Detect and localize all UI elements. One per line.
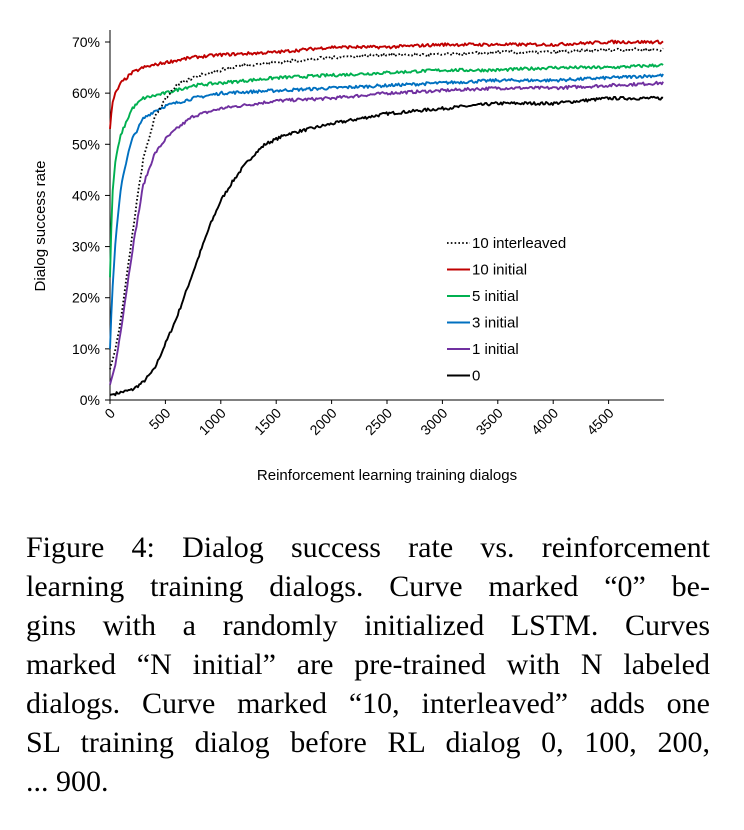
figure-caption: Figure 4: Dialog success rate vs. reinfo… xyxy=(26,528,710,801)
caption-line-2: learning training dialogs. Curve marked … xyxy=(26,570,710,603)
x-axis-label: Reinforcement learning training dialogs xyxy=(257,467,517,484)
y-tick-label: 0% xyxy=(80,392,100,408)
y-tick-label: 70% xyxy=(72,34,100,50)
x-tick-label: 4500 xyxy=(583,405,616,438)
legend-label: 10 initial xyxy=(472,262,527,279)
legend-label: 1 initial xyxy=(472,341,519,358)
series-line-2 xyxy=(109,39,664,129)
x-tick-label: 4000 xyxy=(528,405,561,438)
caption-line-3: gins with a randomly initialized LSTM. C… xyxy=(26,609,710,642)
series-line-1 xyxy=(109,47,664,370)
legend-label: 5 initial xyxy=(472,288,519,305)
series-layer xyxy=(109,39,664,397)
y-tick-label: 50% xyxy=(72,136,100,152)
caption-line-5: dialogs. Curve marked “10, interleaved” … xyxy=(26,687,710,720)
x-tick-label: 2500 xyxy=(362,405,395,438)
line-chart-figure: 0% 10% 20% 30% 40% 50% 60% 70% 0 500 1000 1500 2000 2… xyxy=(32,30,664,484)
y-tick-label: 10% xyxy=(72,341,100,357)
series-line-5 xyxy=(109,80,664,385)
caption-line-7: ... 900. xyxy=(26,765,109,798)
x-tick-label: 3500 xyxy=(473,405,506,438)
x-tick-label: 3000 xyxy=(417,405,450,438)
x-tick-label: 1500 xyxy=(251,405,284,438)
x-tick-label: 500 xyxy=(146,405,174,433)
caption-line-1: Figure 4: Dialog success rate vs. reinfo… xyxy=(26,531,710,564)
x-tick-label: 1000 xyxy=(196,405,229,438)
caption-line-6: SL training dialog before RL dialog 0, 1… xyxy=(26,726,710,759)
legend-label: 10 interleaved xyxy=(472,235,566,252)
x-tick-label: 0 xyxy=(101,405,118,422)
legend-label: 0 xyxy=(472,368,480,385)
chart-axes: 0% 10% 20% 30% 40% 50% 60% 70% 0 500 1000 1500 2000 2… xyxy=(72,30,664,438)
x-tick-label: 2000 xyxy=(306,405,339,438)
y-tick-label: 60% xyxy=(72,85,100,101)
chart-svg: 0% 10% 20% 30% 40% 50% 60% 70% 0 500 1000 1500 2000 2… xyxy=(32,30,664,484)
legend-label: 3 initial xyxy=(472,315,519,332)
series-line-4 xyxy=(109,73,664,349)
y-tick-label: 30% xyxy=(72,239,100,255)
series-line-6 xyxy=(109,95,664,397)
legend: 10 interleaved 10 initial 5 initial 3 initi… xyxy=(447,235,566,385)
y-tick-label: 20% xyxy=(72,290,100,306)
y-tick-label: 40% xyxy=(72,187,100,203)
series-line-3 xyxy=(109,63,664,278)
y-axis-label: Dialog success rate xyxy=(32,161,49,292)
caption-line-4: marked “N initial” are pre-trained with … xyxy=(26,648,710,681)
